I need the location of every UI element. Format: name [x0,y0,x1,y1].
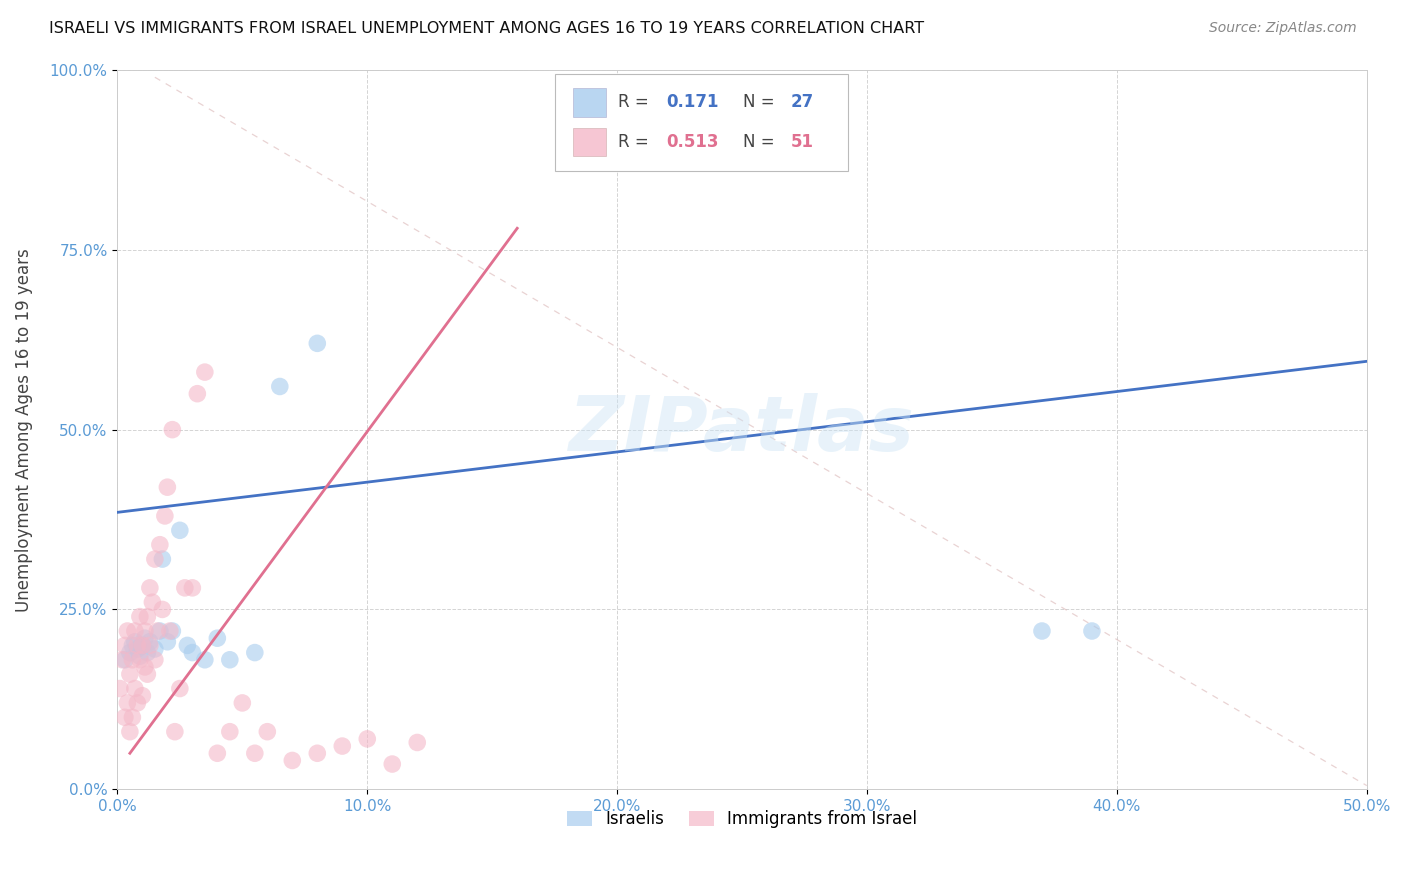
Point [139,581,162,595]
Point [117,696,139,710]
Point [181,646,204,660]
Point [127,696,149,710]
Point [269,379,291,393]
Point [176,639,198,653]
Point [231,696,253,710]
Text: 51: 51 [790,133,814,151]
Point [406,735,429,749]
Point [159,624,181,638]
Point [118,667,141,681]
Point [156,634,179,648]
Point [243,746,266,760]
Point [169,681,191,696]
Text: R =: R = [619,94,654,112]
Point [169,524,191,538]
Point [128,653,150,667]
Point [218,724,240,739]
Point [131,639,153,653]
Point [118,724,141,739]
Point [124,681,146,696]
Point [114,653,136,667]
Point [128,649,150,664]
Text: Source: ZipAtlas.com: Source: ZipAtlas.com [1209,21,1357,35]
Point [150,552,173,566]
Text: 27: 27 [790,94,814,112]
Point [150,602,173,616]
Point [131,639,153,653]
Point [136,609,159,624]
Point [134,631,156,645]
Point [146,624,169,638]
Point [124,624,146,638]
Point [128,609,150,624]
Point [181,581,204,595]
Point [121,639,143,653]
Point [134,660,156,674]
Point [186,386,208,401]
Point [127,642,149,657]
Point [256,724,278,739]
Point [162,624,184,638]
Text: ISRAELI VS IMMIGRANTS FROM ISRAEL UNEMPLOYMENT AMONG AGES 16 TO 19 YEARS CORRELA: ISRAELI VS IMMIGRANTS FROM ISRAEL UNEMPL… [49,21,924,36]
Point [124,634,146,648]
Point [143,552,166,566]
Point [111,653,134,667]
Text: N =: N = [744,94,780,112]
Point [141,595,163,609]
Point [127,639,149,653]
Point [281,754,304,768]
Text: 0.513: 0.513 [666,133,718,151]
Point [149,538,172,552]
Point [139,639,162,653]
Point [307,746,329,760]
Point [136,646,159,660]
Point [149,624,172,638]
Point [121,653,143,667]
Text: 0.171: 0.171 [666,94,718,112]
Legend: Israelis, Immigrants from Israel: Israelis, Immigrants from Israel [560,804,924,835]
Point [173,581,195,595]
FancyBboxPatch shape [555,74,848,170]
Point [108,681,131,696]
Point [162,423,184,437]
Point [307,336,329,351]
Point [156,480,179,494]
Point [139,634,162,648]
Point [114,710,136,724]
Point [117,624,139,638]
Point [136,667,159,681]
Point [1031,624,1053,638]
Bar [574,128,606,156]
Point [121,710,143,724]
Point [356,731,378,746]
Point [207,631,229,645]
Text: ZIPatlas: ZIPatlas [569,392,915,467]
Point [207,746,229,760]
Point [381,757,404,772]
Point [163,724,186,739]
Point [134,624,156,638]
Point [118,646,141,660]
Point [143,642,166,657]
Text: R =: R = [619,133,654,151]
Point [194,653,217,667]
Point [194,365,217,379]
Y-axis label: Unemployment Among Ages 16 to 19 years: Unemployment Among Ages 16 to 19 years [15,248,32,612]
Point [153,508,176,523]
Point [330,739,353,753]
Point [218,653,240,667]
Text: N =: N = [744,133,780,151]
Point [114,639,136,653]
Point [143,653,166,667]
Point [131,689,153,703]
Point [1081,624,1104,638]
Bar [574,88,606,117]
Point [243,646,266,660]
